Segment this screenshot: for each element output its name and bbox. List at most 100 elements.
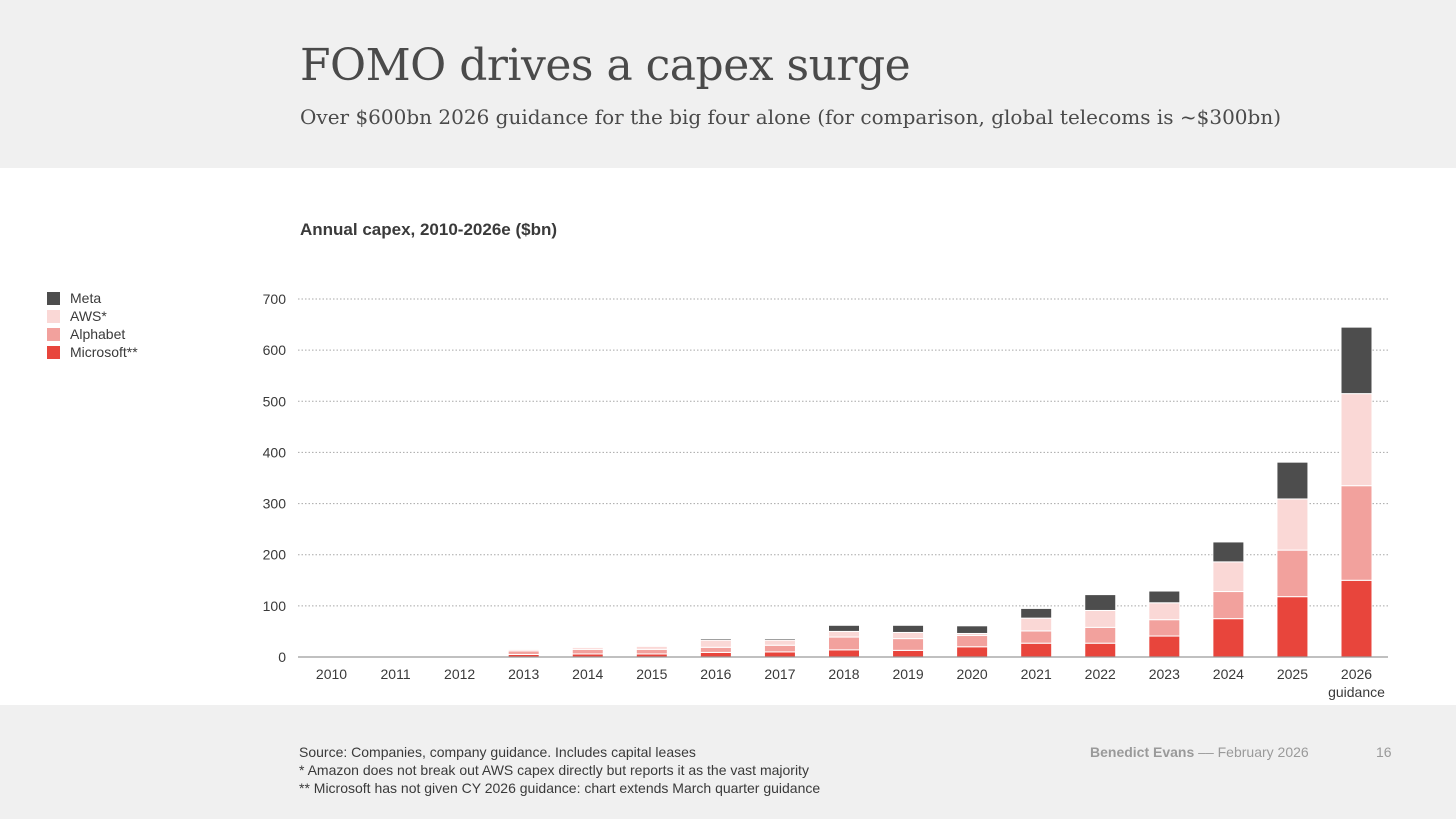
x-tick-label-2015: 2015	[636, 666, 667, 682]
bar-aws-2016	[699, 639, 732, 648]
bar-alphabet-2013	[507, 650, 540, 655]
bar-microsoft-2018	[828, 649, 860, 658]
credit-separator: ––	[1198, 744, 1214, 760]
bar-alphabet-2020	[956, 635, 989, 648]
bar-alphabet-2019	[892, 638, 925, 651]
y-tick-label-600: 600	[263, 342, 287, 358]
x-tick-label-2022: 2022	[1085, 666, 1116, 682]
bar-microsoft-2020	[956, 646, 989, 658]
header-band	[0, 0, 1456, 168]
x-tick-label-2012: 2012	[444, 666, 475, 682]
bar-alphabet-2018	[828, 636, 860, 651]
bar-aws-2024	[1212, 561, 1245, 593]
bar-microsoft-2021	[1020, 642, 1053, 658]
y-tick-label-300: 300	[263, 496, 287, 512]
bar-meta-2023	[1148, 590, 1181, 604]
x-tick-label-2019: 2019	[892, 666, 923, 682]
bar-meta-2024	[1212, 541, 1245, 563]
footer-band	[0, 705, 1456, 819]
bar-meta-2018	[828, 624, 860, 632]
bar-microsoft-2019	[892, 649, 925, 658]
bar-microsoft-2016	[699, 651, 732, 658]
page-subtitle: Over $600bn 2026 guidance for the big fo…	[300, 105, 1282, 129]
bar-meta-2020	[956, 625, 989, 634]
x-tick-label-2026: 2026	[1341, 666, 1372, 682]
legend-item-meta: Meta	[47, 289, 138, 307]
bar-microsoft-2024	[1212, 618, 1245, 658]
legend-swatch-alphabet	[47, 327, 60, 341]
bar-meta-2015	[635, 645, 668, 647]
x-tick-label-2014: 2014	[572, 666, 603, 682]
legend-swatch-meta	[47, 291, 60, 305]
bar-meta-2016	[699, 638, 732, 641]
legend-swatch-microsoft	[47, 345, 60, 359]
bar-microsoft-2025	[1276, 596, 1309, 658]
bar-alphabet-2026	[1340, 485, 1373, 581]
bar-meta-2014	[571, 646, 604, 648]
bar-meta-2021	[1020, 607, 1053, 619]
legend-label-alphabet: Alphabet	[70, 326, 126, 342]
x-tick-label-2024: 2024	[1213, 666, 1244, 682]
bar-aws-2011	[379, 653, 412, 656]
bar-meta-2025	[1276, 461, 1309, 500]
bar-aws-2018	[828, 630, 860, 638]
bar-alphabet-2025	[1276, 549, 1309, 598]
bar-alphabet-2015	[635, 648, 668, 655]
bar-microsoft-2023	[1148, 635, 1181, 658]
bar-alphabet-2023	[1148, 619, 1181, 637]
microsoft-footnote: ** Microsoft has not given CY 2026 guida…	[299, 780, 821, 796]
bar-alphabet-2021	[1020, 630, 1053, 644]
x-tick-label-2020: 2020	[957, 666, 988, 682]
legend-item-microsoft: Microsoft**	[47, 343, 138, 361]
publish-date: February 2026	[1217, 744, 1309, 760]
bar-alphabet-2014	[571, 648, 604, 655]
bar-meta-2026	[1340, 326, 1373, 395]
y-tick-label-500: 500	[263, 393, 287, 409]
bar-alphabet-2022	[1084, 626, 1117, 644]
bar-meta-2017	[763, 638, 796, 641]
bar-aws-2022	[1084, 609, 1117, 628]
bar-microsoft-2017	[763, 651, 796, 658]
source-note: Source: Companies, company guidance. Inc…	[299, 744, 696, 760]
bar-meta-2019	[892, 624, 925, 633]
capex-chart: 0 100 200 300 400 500 600 700 2010 2011 2012 2013 20…	[263, 291, 1388, 700]
page-number: 16	[1376, 744, 1392, 760]
bar-aws-2026	[1340, 393, 1373, 487]
x-tick-label-2016: 2016	[700, 666, 731, 682]
legend-label-aws: AWS*	[70, 308, 107, 324]
credit: Benedict Evans –– February 2026	[1090, 744, 1309, 760]
y-tick-label-0: 0	[278, 649, 286, 665]
x-tick-label-2013: 2013	[508, 666, 539, 682]
x-tick-sublabel-2026: guidance	[1328, 684, 1385, 700]
bar-microsoft-2022	[1084, 642, 1117, 658]
chart-legend: Meta AWS* Alphabet Microsoft**	[47, 289, 138, 361]
bar-meta-2013	[507, 648, 540, 650]
legend-item-alphabet: Alphabet	[47, 325, 138, 343]
legend-label-meta: Meta	[70, 290, 102, 306]
bar-meta-2022	[1084, 594, 1117, 611]
x-tick-label-2010: 2010	[316, 666, 347, 682]
y-tick-label-400: 400	[263, 444, 287, 460]
footnotes: Source: Companies, company guidance. Inc…	[299, 743, 820, 797]
page-title: FOMO drives a capex surge	[300, 40, 911, 91]
y-tick-label-100: 100	[263, 598, 287, 614]
x-tick-label-2011: 2011	[381, 666, 411, 682]
legend-item-aws: AWS*	[47, 307, 138, 325]
bar-aws-2025	[1276, 498, 1309, 551]
y-tick-label-200: 200	[263, 547, 287, 563]
x-tick-label-2017: 2017	[764, 666, 795, 682]
bar-aws-2017	[763, 639, 796, 646]
bar-aws-2021	[1020, 617, 1053, 632]
x-tick-label-2023: 2023	[1149, 666, 1180, 682]
x-tick-label-2025: 2025	[1277, 666, 1308, 682]
bar-microsoft-2026	[1340, 579, 1373, 658]
legend-label-microsoft: Microsoft**	[70, 344, 138, 360]
author-name: Benedict Evans	[1090, 744, 1195, 760]
bar-aws-2019	[892, 631, 925, 640]
bar-alphabet-2024	[1212, 591, 1245, 620]
bar-aws-2023	[1148, 602, 1181, 621]
aws-footnote: * Amazon does not break out AWS capex di…	[299, 762, 809, 778]
bar-aws-2010	[315, 653, 348, 656]
x-tick-label-2021: 2021	[1021, 666, 1052, 682]
legend-swatch-aws	[47, 309, 60, 323]
